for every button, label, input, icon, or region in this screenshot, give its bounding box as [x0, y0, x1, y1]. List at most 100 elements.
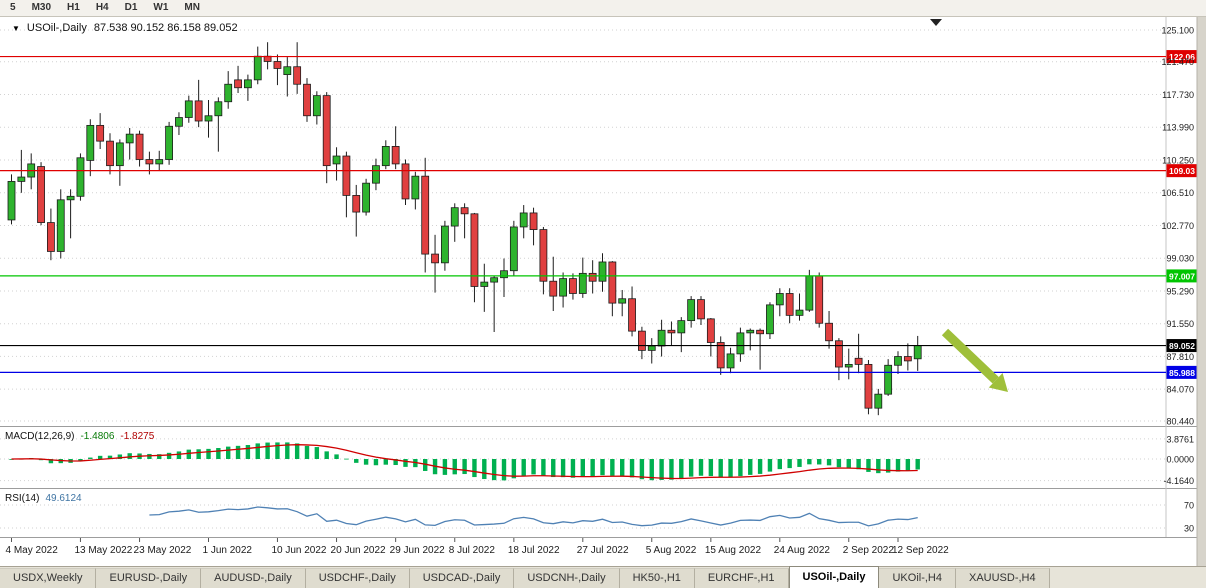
- chart-tab-eurchfh1[interactable]: EURCHF-,H1: [694, 568, 789, 588]
- macd-histogram-bar: [807, 459, 812, 465]
- timeframe-button-h1[interactable]: H1: [67, 2, 80, 13]
- chart-tab-usdcaddaily[interactable]: USDCAD-,Daily: [409, 568, 515, 588]
- chart-tab-usdcnhdaily[interactable]: USDCNH-,Daily: [514, 568, 620, 588]
- macd-histogram-bar: [216, 448, 221, 459]
- macd-histogram-bar: [787, 459, 792, 469]
- candle-up: [647, 345, 656, 351]
- candle-up: [56, 199, 65, 252]
- macd-histogram-bar: [294, 443, 300, 459]
- price-line-tag: [1166, 339, 1197, 353]
- macd-histogram-bar: [895, 459, 901, 472]
- candle-up: [726, 353, 735, 369]
- candle-down: [194, 100, 203, 122]
- candle-up: [844, 363, 853, 368]
- macd-histogram-bar: [531, 459, 536, 475]
- candle-down: [756, 329, 764, 335]
- date-axis-label: 2 Sep 2022: [843, 545, 895, 556]
- date-axis-label: 24 Aug 2022: [774, 545, 831, 556]
- candle-up: [450, 207, 459, 227]
- macd-histogram-bar: [226, 446, 231, 459]
- candle-up: [115, 142, 124, 167]
- chart-tab-hk50h1[interactable]: HK50-,H1: [619, 568, 695, 588]
- trend-arrow-shaft: [941, 328, 999, 384]
- date-axis-label: 5 Aug 2022: [646, 545, 697, 556]
- macd-histogram-bar: [157, 454, 162, 459]
- chart-tab-audusddaily[interactable]: AUDUSD-,Daily: [201, 568, 306, 588]
- chart-tab-eurusddaily[interactable]: EURUSD-,Daily: [96, 568, 202, 588]
- rsi-indicator-label: RSI(14) 49.6124: [5, 493, 82, 504]
- candle-down: [234, 79, 242, 89]
- candle-up: [746, 329, 755, 334]
- macd-scale-label: -4.1640: [1163, 476, 1194, 486]
- macd-histogram-bar: [629, 459, 635, 478]
- candle-down: [342, 155, 351, 196]
- symbol-label: USOil-,Daily: [26, 22, 87, 34]
- candle-up: [283, 66, 292, 76]
- candle-up: [775, 293, 784, 306]
- price-scale-label: 113.990: [1162, 123, 1194, 133]
- annotation-arrow[interactable]: [930, 19, 1008, 392]
- candle-up: [76, 157, 85, 197]
- chart-tab-xauusdh4[interactable]: XAUUSD-,H4: [956, 568, 1050, 588]
- candle-up: [766, 304, 774, 335]
- macd-histogram-bar: [206, 448, 211, 459]
- macd-histogram-bar: [698, 459, 704, 476]
- macd-indicator-label: MACD(12,26,9) -1.4806 -1.8275: [5, 431, 154, 442]
- timeframe-button-5[interactable]: 5: [10, 2, 16, 13]
- candle-up: [736, 332, 745, 355]
- candle-up: [884, 364, 893, 395]
- chart-tab-ukoilh4[interactable]: UKOil-,H4: [879, 568, 956, 588]
- candle-down: [608, 261, 617, 304]
- macd-histogram-bar: [285, 442, 290, 459]
- candle-down: [864, 363, 873, 409]
- macd-histogram-bar: [491, 459, 497, 481]
- candles: [7, 42, 922, 416]
- macd-histogram-bar: [728, 459, 733, 478]
- macd-histogram-bar: [748, 459, 753, 475]
- timeframe-button-d1[interactable]: D1: [124, 2, 138, 13]
- macd-histogram-bar: [235, 445, 241, 459]
- candle-down: [539, 229, 548, 282]
- candle-up: [381, 145, 390, 167]
- candle-down: [391, 145, 400, 165]
- candle-down: [37, 166, 45, 223]
- candle-down: [588, 272, 597, 282]
- candle-up: [440, 225, 449, 264]
- candle-up: [874, 393, 883, 409]
- macd-histogram-bar: [905, 459, 911, 471]
- candle-up: [894, 356, 902, 366]
- macd-histogram-bar: [176, 451, 182, 459]
- macd-histogram-bar: [600, 459, 605, 476]
- macd-histogram-bar: [383, 459, 388, 465]
- timeframe-button-mn[interactable]: MN: [184, 2, 200, 13]
- macd-histogram-bar: [107, 455, 113, 459]
- macd-histogram-bar: [659, 459, 664, 480]
- date-axis-label: 27 Jul 2022: [577, 545, 629, 556]
- macd-histogram-bar: [9, 459, 14, 460]
- macd-histogram-bar: [757, 459, 763, 474]
- price-line-tag: [1166, 50, 1197, 64]
- macd-histogram-bar: [166, 452, 172, 459]
- candle-up: [86, 124, 95, 161]
- date-axis-label: 13 May 2022: [74, 545, 132, 556]
- symbol-dropdown-icon[interactable]: ▼: [12, 23, 20, 33]
- chart-tab-usdxweekly[interactable]: USDX,Weekly: [0, 568, 97, 588]
- price-chart-canvas[interactable]: 122.06 109.03 97.007 89.052 85.988 125.100 121…: [0, 17, 1206, 566]
- timeframe-button-m30[interactable]: M30: [31, 2, 52, 13]
- macd-histogram-bar: [610, 459, 615, 476]
- chart-tab-usoildaily[interactable]: USOil-,Daily: [788, 566, 880, 588]
- candle-up: [184, 100, 193, 118]
- horizontal-price-lines[interactable]: 122.06 109.03 97.007 89.052 85.988: [0, 50, 1197, 379]
- timeframe-button-h4[interactable]: H4: [95, 2, 109, 13]
- candle-up: [795, 309, 804, 316]
- macd-histogram-bar: [393, 459, 398, 466]
- date-axis-label: 1 Jun 2022: [203, 545, 253, 556]
- chart-area: 122.06 109.03 97.007 89.052 85.988 125.100 121…: [0, 17, 1206, 566]
- chart-shift-marker-icon: [930, 19, 942, 26]
- candle-up: [657, 329, 666, 347]
- chart-tab-usdchfdaily[interactable]: USDCHF-,Daily: [305, 568, 410, 588]
- macd-histogram-bar: [866, 459, 871, 472]
- candle-down: [293, 66, 302, 85]
- timeframe-button-w1[interactable]: W1: [153, 2, 169, 13]
- candle-down: [549, 280, 558, 297]
